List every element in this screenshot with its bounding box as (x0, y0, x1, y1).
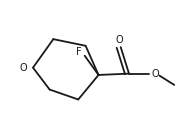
Text: O: O (116, 35, 124, 45)
Text: O: O (20, 63, 28, 73)
Text: O: O (151, 69, 159, 79)
Text: F: F (76, 47, 82, 57)
